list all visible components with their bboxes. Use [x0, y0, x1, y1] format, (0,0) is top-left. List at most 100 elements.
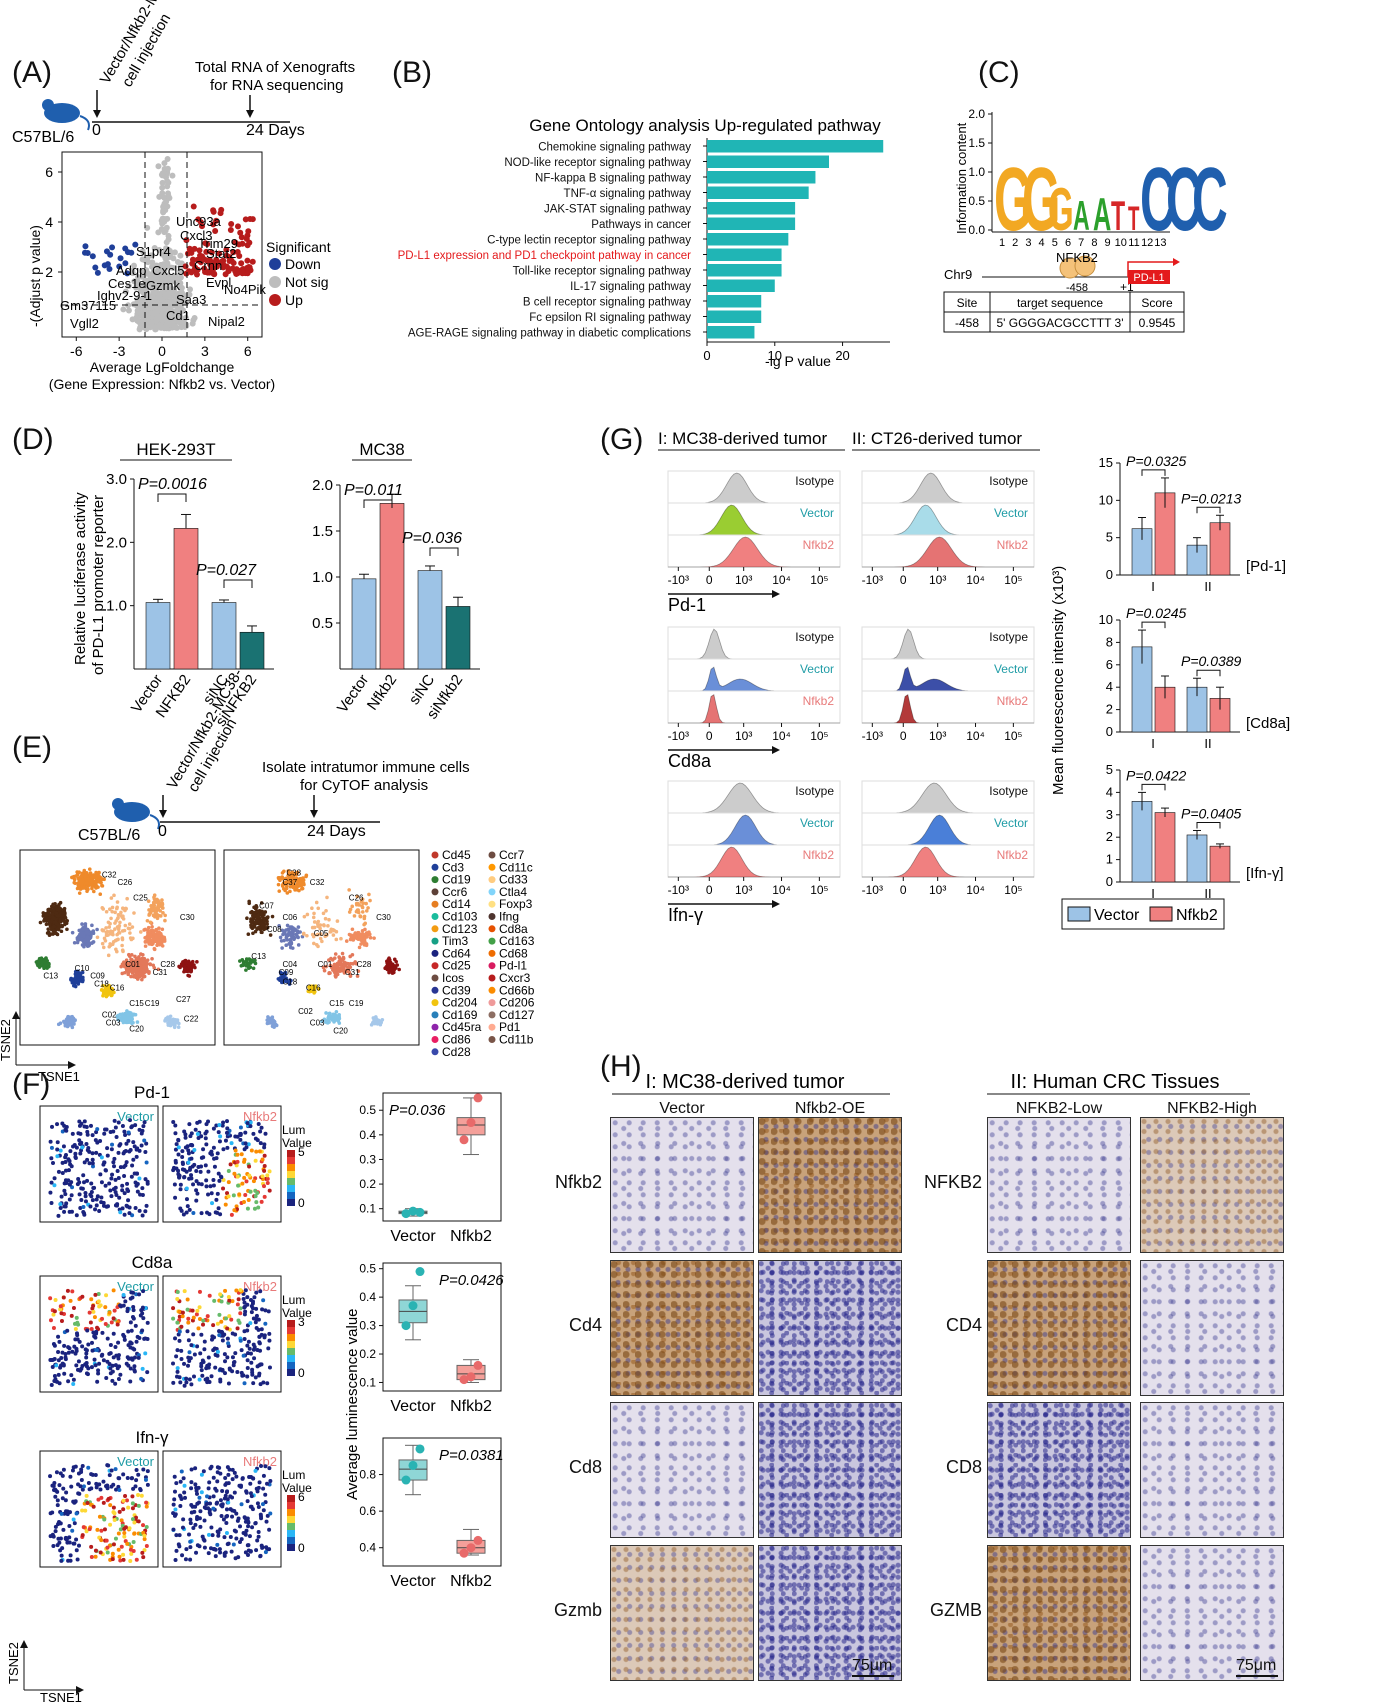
tsne-point	[362, 916, 367, 921]
feature-point	[91, 1330, 96, 1335]
histogram-label: Isotype	[989, 784, 1028, 798]
marker-legend-dot	[488, 937, 496, 945]
volcano-point-notsig	[164, 308, 171, 315]
tsne-point	[57, 905, 61, 910]
volcano-point-down	[104, 261, 111, 268]
tsne-point	[301, 878, 306, 882]
mfi-ytick: 2	[1106, 829, 1113, 844]
panel-f-label: (F)	[12, 1068, 51, 1101]
volcano-point-notsig	[165, 236, 172, 243]
tsne-point	[41, 914, 46, 918]
tsne-point	[69, 976, 74, 981]
volcano-point-up	[232, 239, 239, 246]
feature-point	[186, 1532, 191, 1537]
tsne-point	[80, 943, 85, 947]
feature-point	[141, 1555, 146, 1560]
volcano-point-down	[92, 264, 99, 271]
feature-point	[102, 1131, 107, 1136]
feature-point	[256, 1534, 261, 1539]
feature-point	[93, 1138, 98, 1143]
feature-point	[243, 1141, 248, 1146]
feature-point	[71, 1517, 76, 1522]
volcano-point-notsig	[183, 321, 190, 328]
motif-position: 11	[1128, 237, 1139, 249]
feature-point	[138, 1488, 143, 1493]
histogram-label: Isotype	[795, 784, 834, 798]
volcano-point-notsig	[177, 274, 184, 281]
luc-bar	[417, 570, 443, 670]
feature-point	[248, 1120, 253, 1125]
boxplot-ytick: 0.4	[359, 1290, 376, 1304]
volcano-point-up	[183, 270, 190, 277]
feature-point	[216, 1530, 221, 1535]
feature-point	[245, 1365, 250, 1370]
feature-point	[246, 1142, 251, 1147]
feature-point	[186, 1160, 191, 1165]
feature-point	[180, 1314, 185, 1319]
tsne-point	[372, 936, 376, 940]
feature-point	[129, 1328, 134, 1333]
histogram-label: Vector	[800, 662, 834, 676]
boxplot-frame	[382, 1092, 502, 1222]
site-position: -458	[1066, 282, 1088, 294]
volcano-point-notsig	[149, 294, 156, 301]
feature-point	[137, 1148, 142, 1153]
feature-point	[84, 1529, 89, 1534]
feature-point	[195, 1514, 200, 1519]
feature-point	[194, 1312, 199, 1317]
feature-point	[113, 1344, 118, 1349]
feature-point	[219, 1175, 224, 1180]
boxplot-xcat: Nfkb2	[450, 1398, 492, 1415]
go-category-label: Toll-like receptor signaling pathway	[513, 266, 692, 278]
tsne-point	[304, 873, 309, 878]
feature-point	[251, 1131, 256, 1136]
tsne-point	[251, 931, 255, 936]
tsne-point	[95, 935, 100, 940]
tsne-point	[124, 958, 129, 963]
marker-legend-dot	[488, 900, 496, 908]
feature-point	[173, 1160, 178, 1165]
feature-point	[242, 1337, 247, 1342]
feature-point	[197, 1305, 202, 1310]
motif-ytick: 0.0	[968, 223, 985, 237]
tsne-point	[176, 1025, 181, 1030]
feature-point	[84, 1493, 89, 1498]
feature-point	[61, 1295, 66, 1300]
volcano-point-up	[249, 216, 256, 223]
feature-point	[265, 1481, 270, 1486]
feature-point	[251, 1381, 256, 1386]
mfi-xcat: II	[1204, 736, 1211, 751]
feature-point	[134, 1183, 139, 1188]
feature-point	[121, 1498, 126, 1503]
tsne-point	[316, 906, 321, 911]
tsne-point	[72, 880, 77, 885]
feature-point	[126, 1329, 131, 1334]
mfi-pvalue: P=0.0213	[1181, 490, 1242, 506]
feature-point	[89, 1340, 94, 1345]
feature-point	[67, 1540, 72, 1545]
feature-point	[89, 1297, 94, 1302]
tsne-point	[163, 918, 167, 923]
boxplot-point	[408, 1460, 418, 1470]
feature-point	[220, 1488, 225, 1493]
motif-position: 7	[1078, 237, 1084, 249]
feature-point	[81, 1525, 86, 1530]
feature-point	[225, 1497, 230, 1502]
volcano-xtick: 3	[201, 343, 209, 359]
tsne-point	[156, 967, 161, 972]
feature-point	[89, 1544, 94, 1549]
tsne-point	[77, 870, 81, 875]
feature-point	[134, 1478, 139, 1483]
ihc-column-label: Nfkb2-OE	[794, 1100, 866, 1117]
tsne-point	[295, 934, 300, 939]
tsne-point	[254, 918, 258, 923]
volcano-point-notsig	[158, 279, 165, 286]
volcano-point-up	[225, 265, 232, 272]
feature-point	[173, 1195, 178, 1200]
feature-point	[99, 1495, 104, 1500]
feature-point	[58, 1304, 63, 1309]
feature-point	[256, 1205, 261, 1210]
feature-point	[122, 1174, 127, 1179]
feature-point	[144, 1500, 149, 1505]
feature-point	[108, 1503, 113, 1508]
